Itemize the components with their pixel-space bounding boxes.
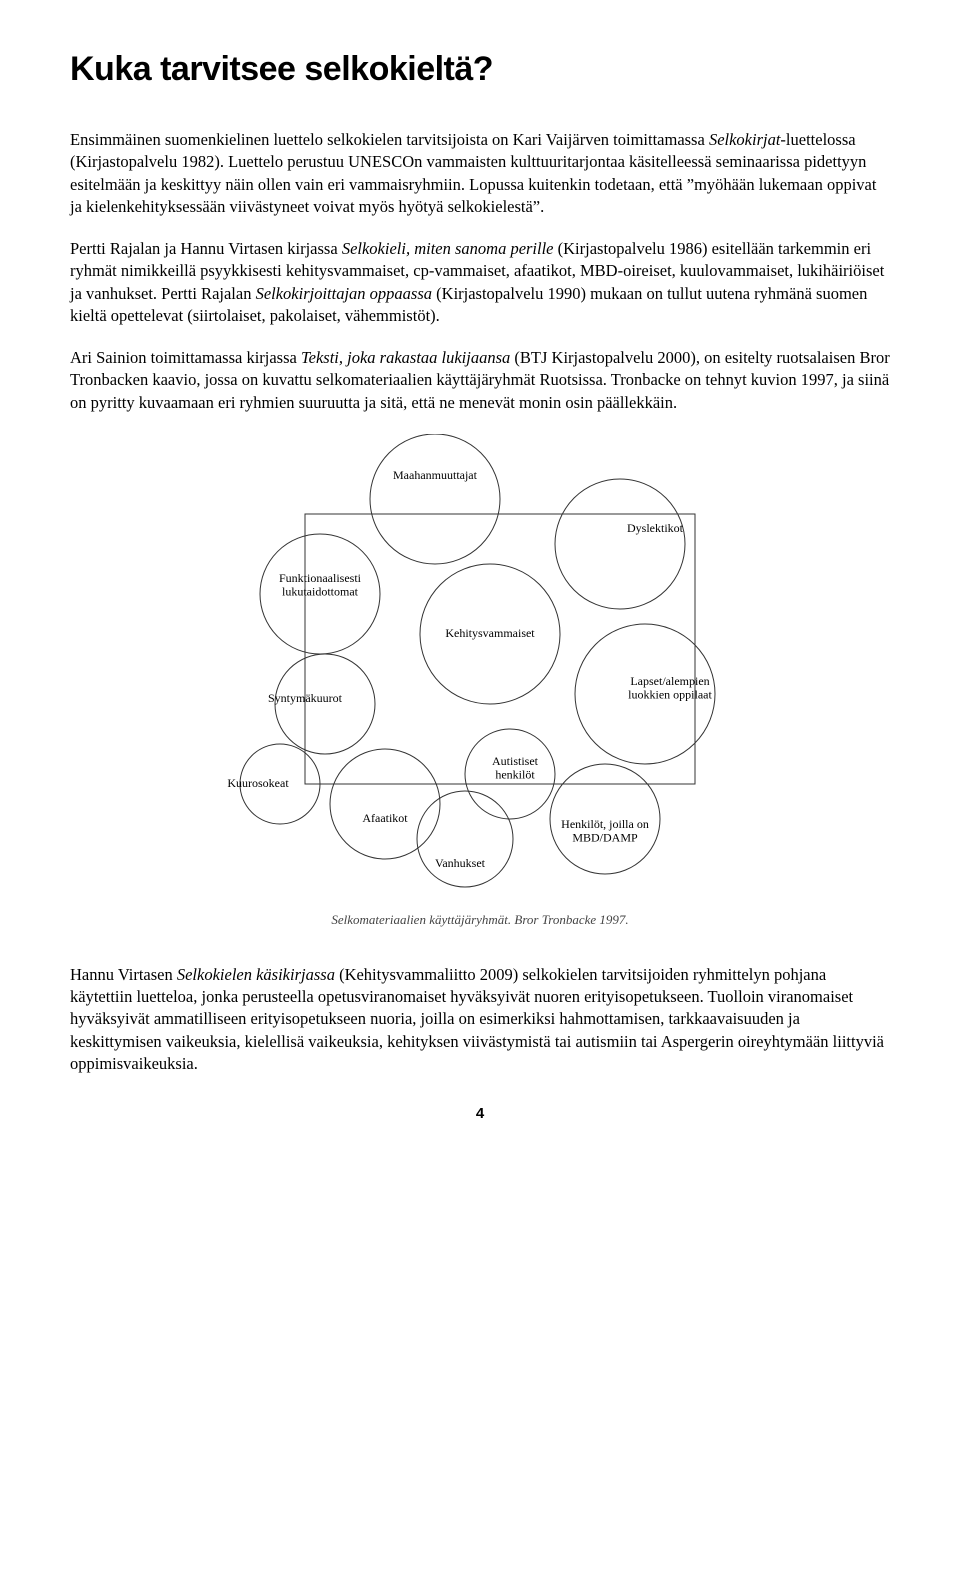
group-label: luokkien oppilaat — [628, 688, 712, 702]
venn-diagram: Maahanmuuttajat Dyslektikot Funktionaalise… — [70, 434, 890, 904]
page-number: 4 — [70, 1105, 890, 1122]
group-label: henkilöt — [495, 768, 535, 782]
group-label: Vanhukset — [435, 856, 486, 870]
page-title: Kuka tarvitsee selkokieltä? — [70, 50, 890, 89]
group-circle — [417, 791, 513, 887]
book-title: Selkokielen käsikirjassa — [177, 965, 335, 984]
group-label: Kuurosokeat — [227, 776, 289, 790]
group-label: Maahanmuuttajat — [393, 468, 478, 482]
paragraph-4: Hannu Virtasen Selkokielen käsikirjassa … — [70, 964, 890, 1075]
group-label: MBD/DAMP — [572, 831, 638, 845]
group-circle — [370, 434, 500, 564]
group-label: Autistiset — [492, 754, 539, 768]
text: Pertti Rajalan ja Hannu Virtasen kirjass… — [70, 239, 342, 258]
diagram-caption: Selkomateriaalien käyttäjäryhmät. Bror T… — [70, 912, 890, 928]
group-label: Lapset/alempien — [630, 674, 709, 688]
paragraph-2: Pertti Rajalan ja Hannu Virtasen kirjass… — [70, 238, 890, 327]
group-label: Henkilöt, joilla on — [561, 817, 649, 831]
group-label: Kehitysvammaiset — [445, 626, 535, 640]
text: Ari Sainion toimittamassa kirjassa — [70, 348, 301, 367]
text: Ensimmäinen suomenkielinen luettelo selk… — [70, 130, 709, 149]
paragraph-3: Ari Sainion toimittamassa kirjassa Tekst… — [70, 347, 890, 414]
group-label: Dyslektikot — [627, 521, 684, 535]
group-label: Syntymäkuurot — [268, 691, 343, 705]
book-title: Selkokirjat — [709, 130, 780, 149]
book-title: Selkokieli, miten sanoma perille — [342, 239, 554, 258]
group-circle — [330, 749, 440, 859]
paragraph-1: Ensimmäinen suomenkielinen luettelo selk… — [70, 129, 890, 218]
group-label: Funktionaalisesti — [279, 571, 362, 585]
book-title: Selkokirjoittajan oppaassa — [256, 284, 432, 303]
book-title: Teksti, joka rakastaa lukijaansa — [301, 348, 510, 367]
group-circle — [555, 479, 685, 609]
group-label: Afaatikot — [362, 811, 408, 825]
group-label: lukutaidottomat — [282, 585, 359, 599]
text: Hannu Virtasen — [70, 965, 177, 984]
document-page: Kuka tarvitsee selkokieltä? Ensimmäinen … — [0, 0, 960, 1162]
bounding-rect — [305, 514, 695, 784]
venn-svg: Maahanmuuttajat Dyslektikot Funktionaalise… — [200, 434, 760, 904]
